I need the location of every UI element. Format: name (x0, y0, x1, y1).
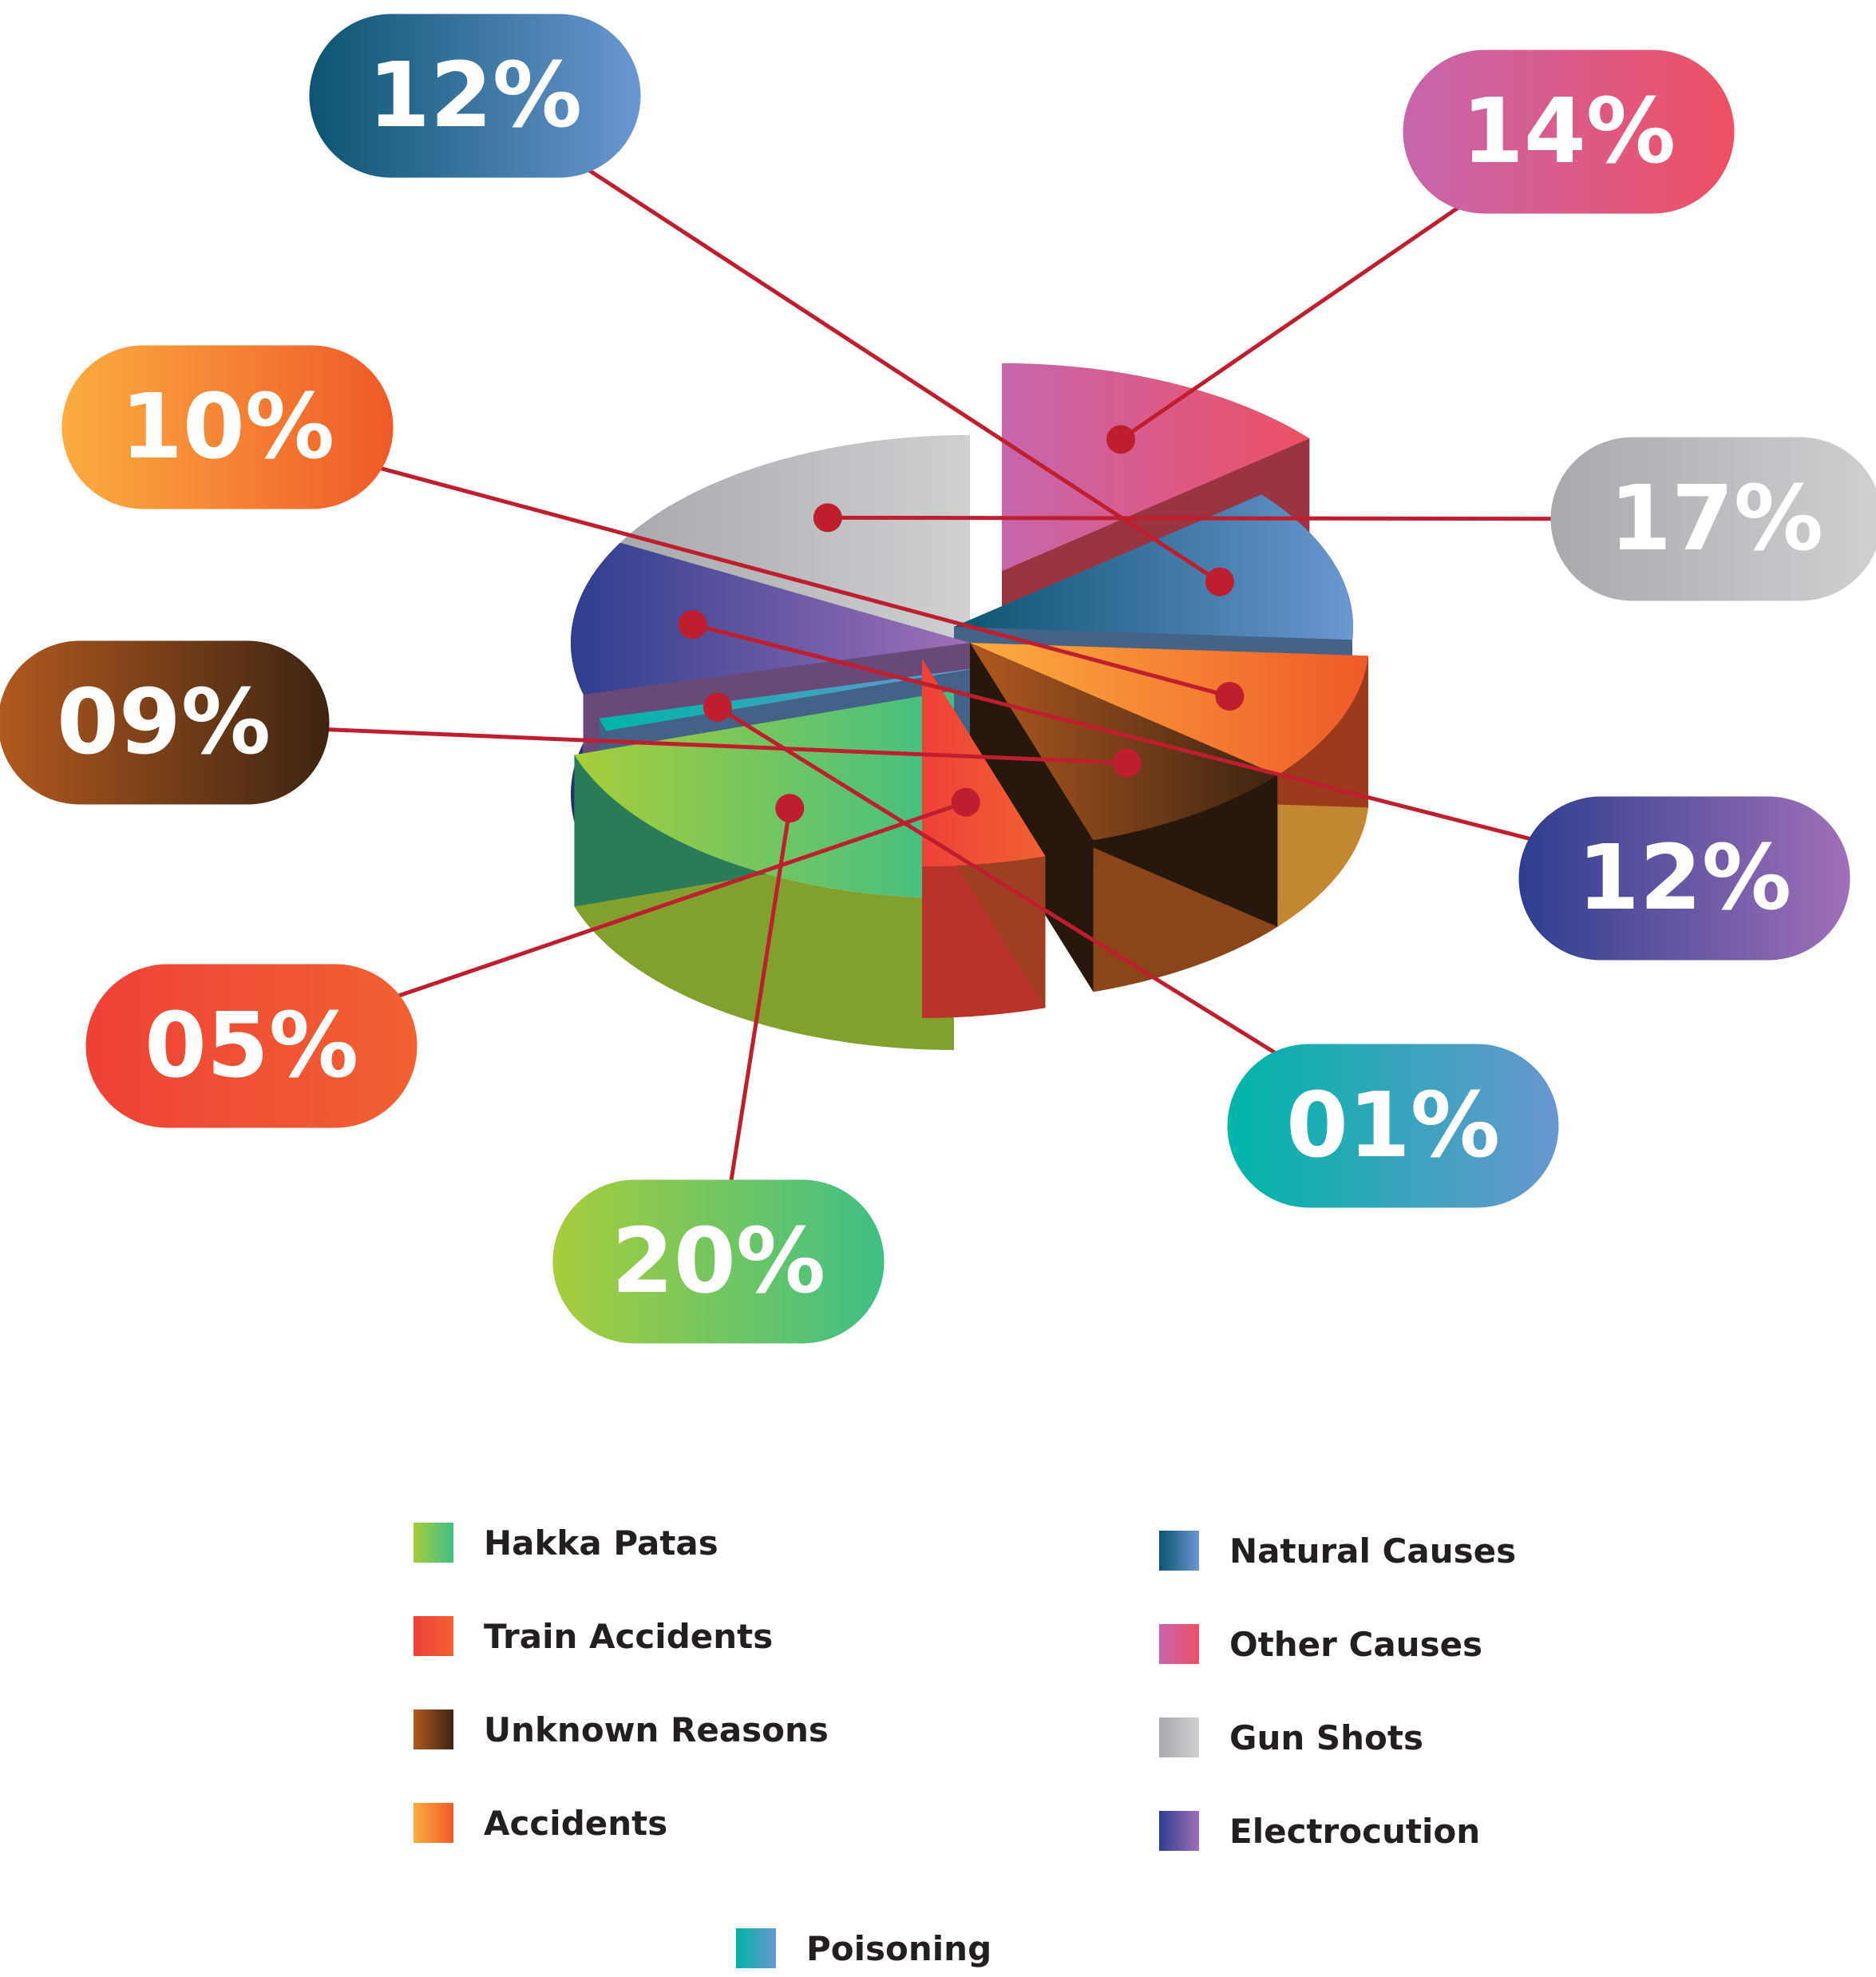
legend-item-accidents: Accidents (414, 1799, 667, 1847)
connector-dot-hakka-patas (775, 794, 804, 822)
value-label-gun-shots: 17% (1609, 467, 1823, 571)
legend-swatch-poisoning (736, 1928, 776, 1968)
legend-swatch-natural-causes (1159, 1531, 1199, 1571)
legend-swatch-accidents (414, 1803, 453, 1843)
value-label-train-accidents: 05% (144, 994, 358, 1098)
connector-dot-poisoning (703, 693, 732, 722)
connector-dot-natural-causes (1205, 568, 1234, 596)
value-label-electrocution: 12% (1577, 826, 1791, 930)
legend-label-poisoning: Poisoning (806, 1929, 991, 1968)
connector-dot-electrocution (679, 610, 707, 639)
value-label-natural-causes: 12% (368, 44, 582, 148)
legend-label-hakka-patas: Hakka Patas (484, 1523, 718, 1563)
legend-label-unknown-reasons: Unknown Reasons (484, 1710, 829, 1749)
connector-dot-other-causes (1106, 425, 1135, 454)
legend-swatch-electrocution (1159, 1811, 1199, 1851)
legend-label-other-causes: Other Causes (1229, 1625, 1482, 1664)
value-bubble-unknown-reasons: 09% (0, 641, 330, 805)
legend-swatch-other-causes (1159, 1624, 1199, 1664)
pie-slices (571, 363, 1368, 1050)
legend-label-accidents: Accidents (484, 1804, 667, 1843)
value-bubble-accidents: 10% (62, 346, 394, 509)
value-bubble-other-causes: 14% (1403, 50, 1735, 214)
legend-item-unknown-reasons: Unknown Reasons (414, 1706, 829, 1753)
value-bubble-poisoning: 01% (1228, 1044, 1559, 1208)
legend-label-train-accidents: Train Accidents (484, 1617, 773, 1656)
value-bubble-hakka-patas: 20% (553, 1180, 885, 1344)
legend-swatch-hakka-patas (414, 1523, 453, 1563)
legend-item-natural-causes: Natural Causes (1159, 1527, 1516, 1575)
legend-item-gun-shots: Gun Shots (1159, 1714, 1423, 1761)
legend-item-hakka-patas: Hakka Patas (414, 1519, 718, 1567)
connector-dot-accidents (1215, 682, 1244, 711)
connector-dot-gun-shots (813, 503, 842, 532)
legend-swatch-gun-shots (1159, 1717, 1199, 1757)
value-bubble-natural-causes: 12% (310, 14, 641, 178)
legend-item-electrocution: Electrocution (1159, 1807, 1480, 1855)
legend-swatch-train-accidents (414, 1616, 453, 1656)
legend-swatch-unknown-reasons (414, 1710, 453, 1749)
legend-label-gun-shots: Gun Shots (1229, 1718, 1423, 1757)
legend-label-electrocution: Electrocution (1229, 1812, 1480, 1851)
value-bubble-electrocution: 12% (1519, 797, 1850, 961)
value-label-poisoning: 01% (1286, 1074, 1500, 1178)
value-label-hakka-patas: 20% (611, 1210, 825, 1313)
legend-item-poisoning: Poisoning (736, 1924, 991, 1972)
value-label-unknown-reasons: 09% (57, 671, 271, 775)
legend-item-train-accidents: Train Accidents (414, 1612, 773, 1660)
connector-dot-unknown-reasons (1113, 749, 1142, 778)
value-label-other-causes: 14% (1462, 80, 1676, 184)
value-label-accidents: 10% (121, 375, 334, 479)
value-bubble-train-accidents: 05% (86, 965, 418, 1128)
value-bubble-gun-shots: 17% (1551, 438, 1876, 601)
legend-item-other-causes: Other Causes (1159, 1620, 1482, 1668)
connector-dot-train-accidents (952, 788, 980, 817)
legend-label-natural-causes: Natural Causes (1229, 1531, 1516, 1571)
